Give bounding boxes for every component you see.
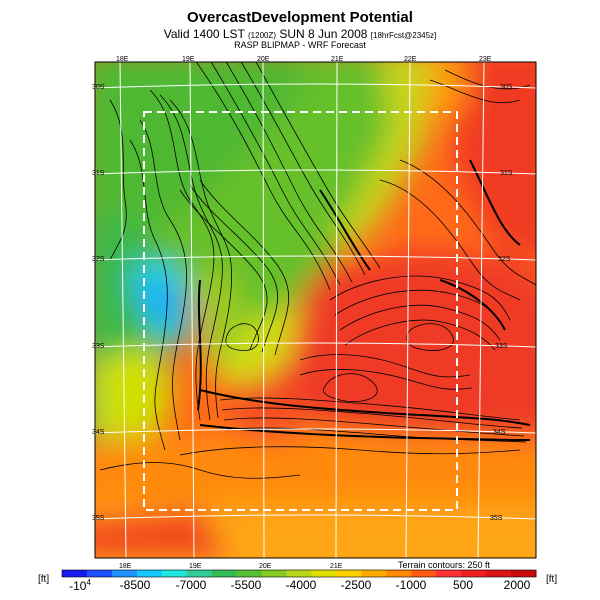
colorbar-label: -8500 — [119, 578, 151, 592]
colorbar-segment — [62, 570, 88, 577]
lat-label-left: 34S — [92, 429, 105, 436]
lon-label-top: 23E — [479, 56, 492, 63]
lat-label-right: 35S — [490, 515, 503, 522]
lat-lon-grid — [95, 62, 536, 558]
colorbar-label: 2000 — [503, 578, 531, 592]
colorbar-segment — [461, 570, 487, 577]
map-title: OvercastDevelopment Potential — [187, 9, 413, 26]
colorbar-segment — [361, 570, 387, 577]
colorbar-label: -1000 — [395, 578, 427, 592]
lon-label-top: 20E — [257, 56, 270, 63]
lon-label-top: 18E — [116, 56, 129, 63]
lat-label-right: 33S — [495, 343, 508, 350]
map-subtitle: Valid 1400 LST (1200Z) SUN 8 Jun 2008 [1… — [0, 27, 600, 41]
valid-time: Valid 1400 LST — [163, 27, 245, 41]
colorbar-segment — [111, 570, 138, 577]
colorbar-segment — [136, 570, 163, 577]
terrain-contour-note: Terrain contours: 250 ft — [398, 560, 491, 570]
colorbar-label: 500 — [452, 578, 474, 592]
colorbar-label: -104 — [69, 578, 91, 593]
lat-label-left: 31S — [92, 170, 105, 177]
lon-label-bottom: 19E — [189, 563, 202, 570]
lat-label-left: 35S — [92, 515, 105, 522]
lon-label-top: 19E — [182, 56, 195, 63]
map-frame — [94, 61, 537, 559]
lon-label-bottom: 21E — [330, 563, 343, 570]
colorbar-segment — [286, 570, 312, 577]
lat-label-left: 32S — [92, 256, 105, 263]
colorbar-segment — [261, 570, 288, 577]
valid-date: SUN 8 Jun 2008 — [279, 27, 368, 41]
colorbar-segment — [186, 570, 213, 577]
colorbar-segment — [411, 570, 437, 577]
colorbar-label: -4000 — [285, 578, 317, 592]
colorbar-segment — [336, 570, 362, 577]
colorbar-segment — [161, 570, 188, 577]
lat-label-right: 34S — [493, 429, 506, 436]
colorbar-unit-right: [ft] — [546, 574, 558, 585]
colorbar-segment — [436, 570, 462, 577]
lat-label-right: 31S — [500, 170, 513, 177]
lat-label-left: 30S — [92, 84, 105, 91]
colorbar-segment — [211, 570, 238, 577]
lon-label-top: 21E — [331, 56, 344, 63]
lon-label-top: 22E — [404, 56, 417, 63]
colorbar-label: -5500 — [230, 578, 262, 592]
colorbar-segment — [236, 570, 263, 577]
utc-time: (1200Z) — [248, 31, 277, 40]
colorbar-unit-left: [ft] — [38, 574, 50, 585]
colorbar-segment — [386, 570, 412, 577]
color-scale-bar — [61, 569, 537, 578]
colorbar-segment — [511, 570, 537, 577]
lat-label-right: 32S — [498, 256, 511, 263]
colorbar-frame — [61, 569, 537, 578]
colorbar-label: -7000 — [175, 578, 207, 592]
forecast-domain-boundary — [143, 111, 458, 511]
lat-label-right: 30S — [500, 84, 513, 91]
colorbar-label: -2500 — [340, 578, 372, 592]
lon-label-bottom: 18E — [119, 563, 132, 570]
lat-label-left: 33S — [92, 343, 105, 350]
field-layer — [95, 62, 536, 558]
colorbar-segment — [311, 570, 337, 577]
terrain-contours — [99, 62, 536, 479]
map-source: RASP BLIPMAP - WRF Forecast — [234, 40, 366, 50]
colorbar-segment — [486, 570, 512, 577]
lon-label-bottom: 20E — [259, 563, 272, 570]
forecast-info: [18hrFcst@2345z] — [370, 31, 437, 40]
colorbar-segment — [86, 570, 113, 577]
